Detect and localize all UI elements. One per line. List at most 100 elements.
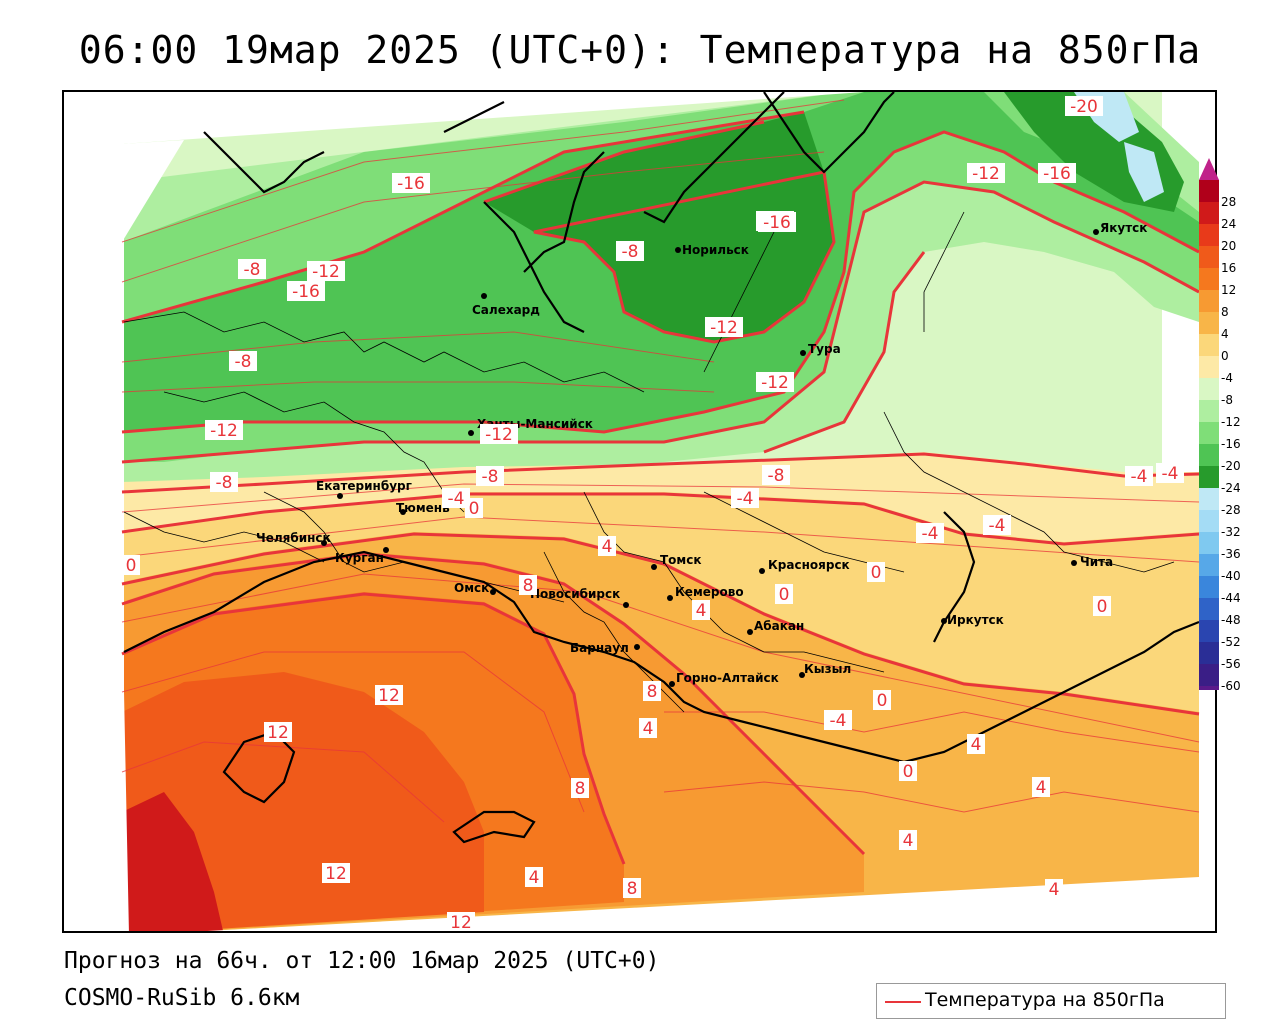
city-kurgan: Курган <box>335 551 384 565</box>
map-title: 06:00 19мар 2025 (UTC+0): Температура на… <box>78 28 1202 72</box>
scale-tick-label: -44 <box>1221 591 1241 605</box>
isotherm-label: 4 <box>598 536 616 557</box>
city-omsk: Омск <box>454 581 489 595</box>
isotherm-label: 4 <box>1045 879 1063 900</box>
svg-text:-4: -4 <box>922 524 939 544</box>
scale-color-band <box>1199 598 1219 620</box>
svg-text:-8: -8 <box>622 242 639 262</box>
svg-text:-4: -4 <box>989 516 1006 536</box>
scale-tick-label: -36 <box>1221 547 1241 561</box>
city-krasnoyarsk: Красноярск <box>768 558 850 572</box>
isotherm-label: 0 <box>899 761 917 782</box>
map-panel[interactable]: Салехард Норильск Якутск Тура Ханты-Манс… <box>62 90 1217 933</box>
isotherm-label: 8 <box>519 575 537 596</box>
isotherm-label: 0 <box>873 690 891 711</box>
svg-text:-16: -16 <box>397 174 425 194</box>
svg-text:-12: -12 <box>972 164 1000 184</box>
isotherm-label: 0 <box>1093 596 1111 617</box>
svg-text:8: 8 <box>575 779 586 799</box>
svg-text:4: 4 <box>696 601 707 621</box>
isotherm-label: -4 <box>442 488 470 509</box>
forecast-info: Прогноз на 66ч. от 12:00 16мар 2025 (UTC… <box>64 948 660 974</box>
scale-tick-label: -40 <box>1221 569 1241 583</box>
svg-text:12: 12 <box>450 913 472 933</box>
isotherm-label: -12 <box>967 163 1005 184</box>
scale-color-band <box>1199 400 1219 422</box>
svg-text:-8: -8 <box>768 466 785 486</box>
svg-text:-12: -12 <box>761 373 789 393</box>
isotherm-label: 4 <box>1032 777 1050 798</box>
color-scale-bar <box>1199 158 1219 690</box>
isotherm-label: 8 <box>571 778 589 799</box>
city-abakan: Абакан <box>754 619 804 633</box>
isotherm-label: -4 <box>824 710 852 731</box>
temperature-map[interactable]: Салехард Норильск Якутск Тура Ханты-Манс… <box>64 92 1217 933</box>
scale-color-band <box>1199 488 1219 510</box>
scale-color-band <box>1199 686 1219 690</box>
isotherm-label: -4 <box>731 488 759 509</box>
svg-text:4: 4 <box>1049 880 1060 900</box>
svg-text:4: 4 <box>643 719 654 739</box>
isotherm-label: 4 <box>692 600 710 621</box>
isotherm-label: -8 <box>762 465 790 486</box>
svg-text:0: 0 <box>871 563 882 583</box>
city-chelyabinsk: Челябинск <box>256 531 331 545</box>
scale-tick-label: 28 <box>1221 195 1237 209</box>
svg-text:12: 12 <box>267 723 289 743</box>
svg-text:8: 8 <box>647 682 658 702</box>
scale-color-band <box>1199 224 1219 246</box>
scale-tick-label: 24 <box>1221 217 1237 231</box>
isotherm-label: 0 <box>867 562 885 583</box>
isotherm-label: 8 <box>623 878 641 899</box>
svg-text:4: 4 <box>971 735 982 755</box>
isotherm-label: -4 <box>983 515 1011 536</box>
svg-text:-4: -4 <box>1162 464 1179 484</box>
scale-tick-label: 20 <box>1221 239 1237 253</box>
svg-text:8: 8 <box>523 576 534 596</box>
isotherm-label: -8 <box>616 241 644 262</box>
svg-text:-4: -4 <box>830 711 847 731</box>
isotherm-label: -8 <box>476 466 504 487</box>
isotherm-label: 0 <box>465 498 483 519</box>
svg-text:0: 0 <box>1097 597 1108 617</box>
isotherm-label: 12 <box>447 912 475 933</box>
scale-color-band <box>1199 554 1219 576</box>
svg-text:4: 4 <box>903 831 914 851</box>
isotherm-label: 4 <box>967 734 985 755</box>
svg-text:-8: -8 <box>216 473 233 493</box>
isotherm-label: -4 <box>1125 466 1153 487</box>
scale-tick-label: -24 <box>1221 481 1241 495</box>
city-barnaul: Барнаул <box>570 641 629 655</box>
scale-color-band <box>1199 268 1219 290</box>
svg-text:4: 4 <box>1036 778 1047 798</box>
isotherm-label: -12 <box>480 424 518 445</box>
isotherm-label: 4 <box>899 830 917 851</box>
scale-color-band <box>1199 356 1219 378</box>
scale-tick-label: -60 <box>1221 679 1241 693</box>
svg-text:-8: -8 <box>235 352 252 372</box>
svg-text:-16: -16 <box>292 282 320 302</box>
svg-text:0: 0 <box>877 691 888 711</box>
scale-tick-label: 4 <box>1221 327 1229 341</box>
city-irkutsk: Иркутск <box>947 613 1004 627</box>
scale-tick-label: -16 <box>1221 437 1241 451</box>
scale-color-band <box>1199 334 1219 356</box>
city-salekhard: Салехард <box>472 303 540 317</box>
scale-color-band <box>1199 312 1219 334</box>
svg-text:0: 0 <box>779 585 790 605</box>
legend: Температура на 850гПа <box>876 983 1226 1019</box>
svg-text:-16: -16 <box>763 213 791 233</box>
isotherm-label: 4 <box>525 867 543 888</box>
scale-tick-label: -12 <box>1221 415 1241 429</box>
scale-tick-label: -20 <box>1221 459 1241 473</box>
isotherm-label: 0 <box>775 584 793 605</box>
city-tyumen: Тюмень <box>396 501 450 515</box>
svg-text:12: 12 <box>378 686 400 706</box>
svg-text:0: 0 <box>469 499 480 519</box>
scale-color-band <box>1199 664 1219 686</box>
city-chita: Чита <box>1080 555 1113 569</box>
isotherm-label: -12 <box>307 261 345 282</box>
city-tura: Тура <box>808 342 841 356</box>
scale-color-band <box>1199 422 1219 444</box>
svg-text:-20: -20 <box>1070 97 1098 117</box>
